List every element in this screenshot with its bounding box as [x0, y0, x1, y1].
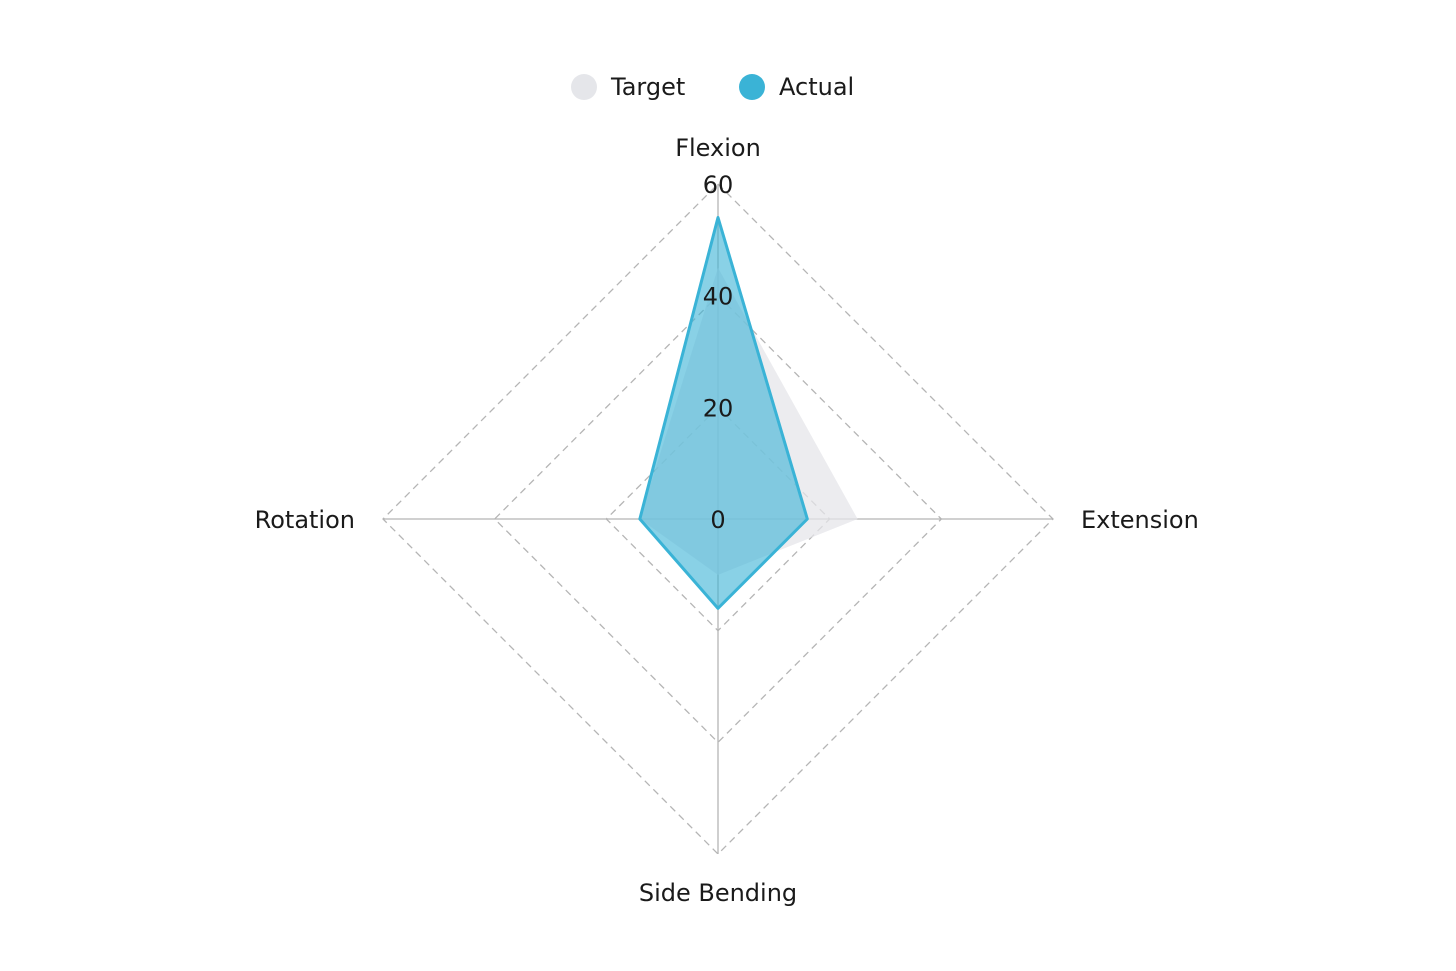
series-layer — [638, 216, 858, 610]
legend-item-target[interactable]: Target — [571, 73, 685, 101]
grid-ring-2 — [493, 294, 943, 744]
legend-swatch-actual — [739, 74, 765, 100]
axis-label-rotation: Rotation — [255, 506, 355, 534]
legend: Target Actual — [571, 73, 854, 101]
tick-label-0: 0 — [710, 506, 725, 534]
legend-swatch-target — [571, 74, 597, 100]
legend-item-actual[interactable]: Actual — [739, 73, 854, 101]
axis-label-layer: Flexion Extension Side Bending Rotation — [255, 134, 1199, 907]
grid-ring-3 — [382, 183, 1054, 855]
series-area-actual — [638, 216, 809, 610]
legend-label-target: Target — [610, 73, 685, 101]
tick-label-60: 60 — [703, 171, 734, 199]
axis-label-extension: Extension — [1081, 506, 1199, 534]
legend-label-actual: Actual — [779, 73, 854, 101]
axis-label-flexion: Flexion — [675, 134, 761, 162]
tick-label-40: 40 — [703, 283, 734, 311]
tick-layer: 0 20 40 60 — [703, 171, 734, 534]
tick-label-20: 20 — [703, 394, 734, 422]
axis-label-side-bending: Side Bending — [639, 879, 797, 907]
